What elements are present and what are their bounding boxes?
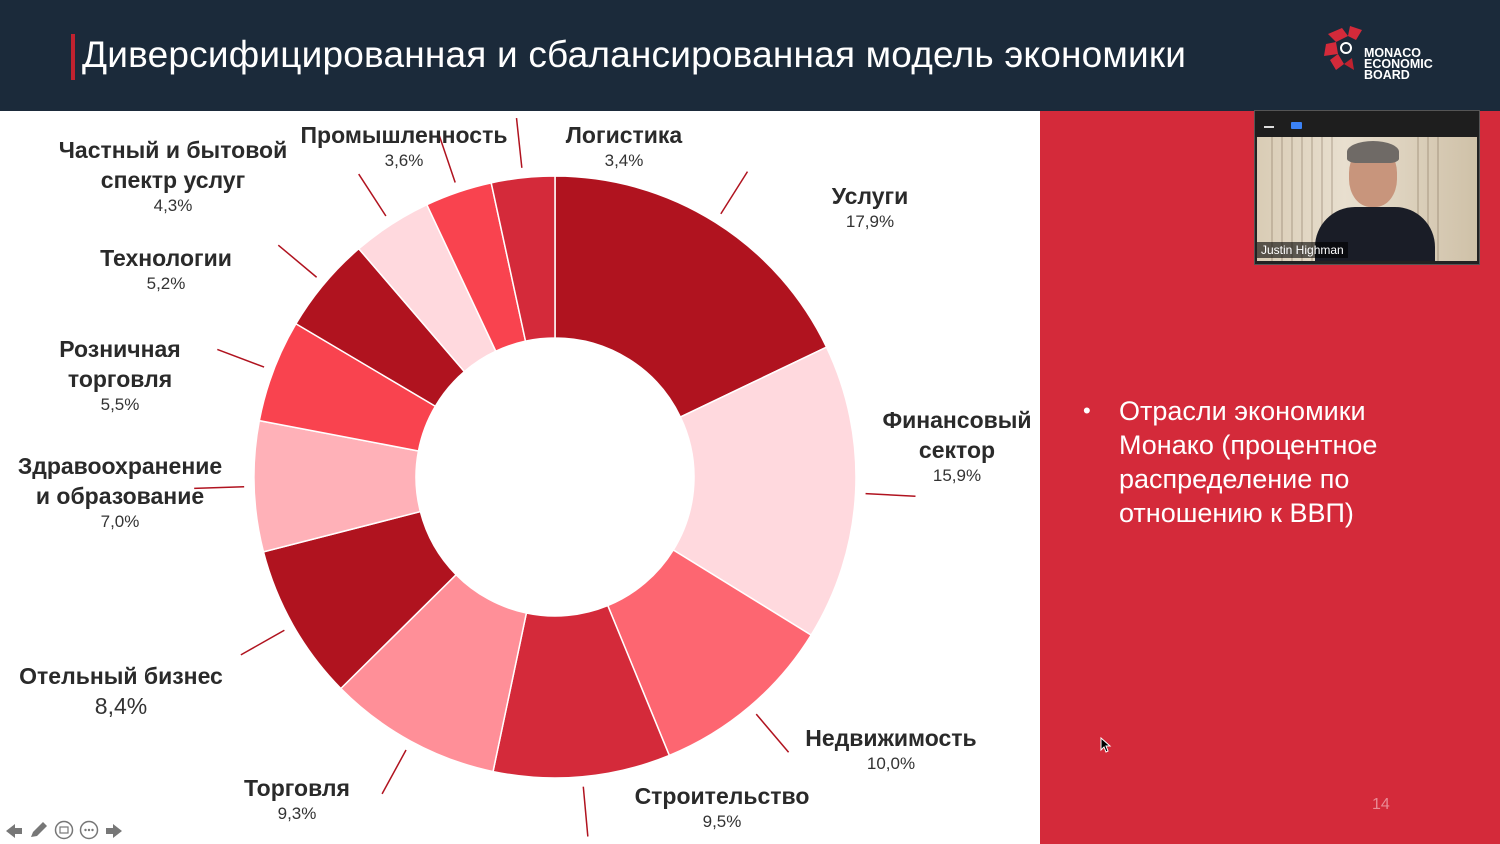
label-private-services: Частный и бытовой спектр услуг 4,3% bbox=[58, 137, 288, 215]
video-toolbar bbox=[1255, 111, 1479, 137]
leader-line-9 bbox=[358, 173, 387, 217]
next-slide-icon[interactable] bbox=[104, 822, 124, 840]
label-construction: Строительство 9,5% bbox=[634, 783, 810, 831]
bullet-text: Отрасли экономики Монако (процентное рас… bbox=[1119, 396, 1378, 528]
minimize-icon[interactable] bbox=[1264, 126, 1274, 128]
label-trade: Торговля 9,3% bbox=[244, 775, 350, 823]
donut-slice-2 bbox=[606, 548, 813, 757]
leader-line-10 bbox=[438, 134, 456, 183]
label-tech: Технологии 5,2% bbox=[100, 245, 232, 293]
donut-chart bbox=[194, 117, 916, 837]
donut-slice-1 bbox=[672, 346, 857, 637]
video-thumbnail[interactable]: Justin Highman bbox=[1254, 110, 1480, 265]
mouse-cursor-icon bbox=[1100, 737, 1112, 753]
participant-name: Justin Highman bbox=[1257, 242, 1348, 258]
donut-slice-0 bbox=[554, 175, 828, 419]
logo-text: MONACO ECONOMIC BOARD bbox=[1364, 46, 1433, 82]
leader-line-4 bbox=[381, 749, 407, 795]
leader-line-8 bbox=[277, 244, 318, 278]
page-number: 14 bbox=[1372, 796, 1390, 813]
monaco-economic-board-logo bbox=[1324, 26, 1362, 70]
leader-line-2 bbox=[755, 713, 790, 753]
leader-line-7 bbox=[217, 348, 265, 368]
slide-title: Диверсифицированная и сбалансированная м… bbox=[82, 34, 1187, 75]
leader-line-5 bbox=[240, 629, 285, 656]
bullet-icon: • bbox=[1083, 398, 1091, 423]
title-accent-bar bbox=[71, 34, 75, 80]
label-finance: Финансовый сектор 15,9% bbox=[882, 407, 1032, 485]
label-retail: Розничная торговля 5,5% bbox=[59, 336, 181, 414]
label-industry: Промышленность 3,6% bbox=[300, 122, 508, 170]
video-indicator-icon[interactable] bbox=[1291, 122, 1302, 129]
leader-line-0 bbox=[720, 171, 749, 215]
label-realty: Недвижимость 10,0% bbox=[805, 725, 977, 773]
view-slides-icon[interactable] bbox=[54, 820, 74, 840]
leader-line-1 bbox=[865, 492, 916, 498]
leader-line-3 bbox=[582, 786, 589, 837]
leader-line-11 bbox=[515, 117, 523, 168]
label-hotel: Отельный бизнес 8,4% bbox=[19, 663, 223, 719]
pen-icon[interactable] bbox=[28, 820, 50, 840]
more-options-icon[interactable] bbox=[79, 820, 99, 840]
previous-slide-icon[interactable] bbox=[4, 822, 24, 840]
participant-video bbox=[1257, 137, 1477, 261]
slide-header: Диверсифицированная и сбалансированная м… bbox=[0, 0, 1500, 111]
label-logistics: Логистика 3,4% bbox=[565, 122, 683, 170]
label-health: Здравоохранение и образование 7,0% bbox=[17, 453, 223, 531]
label-uslugi: Услуги 17,9% bbox=[831, 183, 909, 231]
donut-slice-11 bbox=[490, 175, 556, 343]
leader-line-6 bbox=[194, 486, 245, 490]
participant-hair bbox=[1347, 141, 1399, 163]
